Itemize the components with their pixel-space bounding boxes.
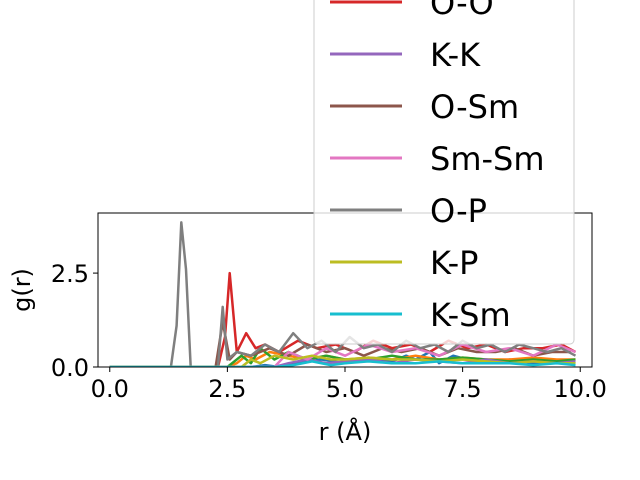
legend-label-sm-sm: Sm-Sm [430, 140, 545, 178]
legend-label-o-o: O-O [430, 0, 494, 22]
legend-label-o-sm: O-Sm [430, 88, 519, 126]
x-tick-label: 0.0 [91, 375, 129, 403]
x-tick-label: 7.5 [444, 375, 482, 403]
series-line-o-p [109, 221, 577, 367]
x-tick-label: 2.5 [208, 375, 246, 403]
y-axis: 0.0 2.5 [51, 260, 98, 382]
series-layer [109, 221, 577, 367]
legend-box [313, 0, 575, 345]
x-axis: 0.0 2.5 5.0 7.5 10.0 [91, 367, 607, 403]
legend-label-k-sm: K-Sm [430, 296, 511, 334]
legend-label-k-k: K-K [430, 36, 481, 74]
legend-label-o-p: O-P [430, 192, 487, 230]
y-tick-label: 2.5 [51, 260, 89, 288]
legend-label-k-p: K-P [430, 244, 478, 282]
x-tick-label: 10.0 [554, 375, 607, 403]
x-axis-label: r (Å) [319, 417, 372, 446]
series-line-k-sm [109, 360, 576, 367]
legend: O-O K-K O-Sm Sm-Sm O-P K-P K-Sm [313, 0, 575, 345]
y-axis-label: g(r) [8, 268, 36, 312]
y-tick-label: 0.0 [51, 354, 89, 382]
series-line-k-p [109, 354, 576, 367]
x-tick-label: 5.0 [326, 375, 364, 403]
